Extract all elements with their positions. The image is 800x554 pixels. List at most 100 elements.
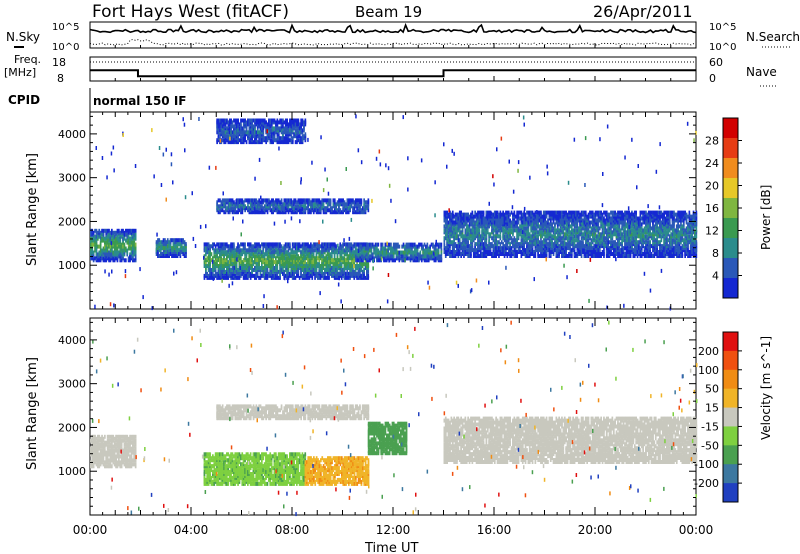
range-gate-cell xyxy=(524,248,527,253)
range-gate-cell xyxy=(443,236,446,241)
range-gate-cell xyxy=(521,252,524,256)
range-gate-cell xyxy=(449,248,451,253)
range-gate-cell xyxy=(305,242,308,247)
range-gate-cell xyxy=(500,226,503,231)
range-gate-cell xyxy=(272,268,274,272)
range-gate-cell xyxy=(531,250,534,254)
range-gate-cell xyxy=(430,242,433,247)
range-gate-cell xyxy=(275,273,277,278)
range-gate-cell xyxy=(538,210,541,215)
range-gate-cell xyxy=(381,250,384,255)
nave-label: Nave xyxy=(746,65,777,79)
range-gate-cell xyxy=(294,204,297,209)
range-gate-cell xyxy=(319,273,322,278)
range-gate-cell xyxy=(520,234,523,239)
range-gate-cell xyxy=(371,242,374,247)
range-gate-cell xyxy=(454,226,457,231)
range-gate-cell xyxy=(549,246,552,251)
range-gate-cell xyxy=(242,128,245,133)
range-gate-cell xyxy=(552,230,555,235)
range-gate-cell xyxy=(244,252,246,257)
range-gate-cell xyxy=(258,130,260,135)
range-gate-cell xyxy=(294,122,297,127)
range-gate-cell xyxy=(132,228,134,233)
range-gate-cell xyxy=(298,198,301,203)
range-gate-cell xyxy=(203,246,206,251)
range-gate-cell xyxy=(105,240,108,245)
range-gate-cell xyxy=(223,246,225,251)
range-gate-cell xyxy=(468,232,471,237)
range-gate-cell xyxy=(255,130,258,135)
range-gate-cell xyxy=(343,252,346,257)
range-gate-cell xyxy=(465,244,468,249)
range-gate-cell xyxy=(541,224,544,229)
range-gate-cell xyxy=(237,254,239,259)
range-gate-cell xyxy=(130,228,133,233)
range-gate-cell xyxy=(251,252,253,257)
range-gate-cell xyxy=(230,242,232,247)
range-gate-cell xyxy=(339,208,342,213)
range-gate-cell xyxy=(283,120,286,125)
range-gate-cell xyxy=(297,242,300,247)
range-gate-cell xyxy=(395,242,398,247)
range-gate-cell xyxy=(307,275,309,280)
range-gate-cell xyxy=(366,264,368,268)
range-gate-cell xyxy=(380,242,382,247)
range-gate-cell xyxy=(468,214,471,219)
range-gate-cell xyxy=(472,214,475,219)
range-gate-cell xyxy=(346,206,349,211)
range-gate-cell xyxy=(241,118,244,123)
range-gate-cell xyxy=(248,136,251,141)
range-gate-cell xyxy=(112,256,115,261)
range-gate-cell xyxy=(283,202,286,207)
range-gate-cell xyxy=(333,252,336,257)
range-gate-cell xyxy=(270,269,273,274)
range-gate-cell xyxy=(481,224,483,229)
range-gate-cell xyxy=(112,240,115,245)
range-gate-cell xyxy=(94,244,96,249)
range-gate-cell xyxy=(395,252,398,257)
range-gate-cell xyxy=(244,273,246,278)
range-gate-cell xyxy=(206,246,209,251)
range-gate-cell xyxy=(178,248,180,253)
range-gate-cell xyxy=(544,250,546,254)
range-gate-cell xyxy=(499,252,502,256)
range-gate-cell xyxy=(297,126,300,131)
range-gate-cell xyxy=(322,258,325,263)
range-gate-cell xyxy=(111,238,113,243)
range-gate-cell xyxy=(234,264,237,268)
range-gate-cell xyxy=(477,220,479,225)
range-gate-cell xyxy=(548,210,551,215)
range-gate-cell xyxy=(328,246,330,251)
range-gate-cell xyxy=(453,248,455,253)
range-gate-cell xyxy=(540,240,542,245)
range-gate-cell xyxy=(92,238,95,243)
range-gate-cell xyxy=(356,242,359,247)
range-gate-cell xyxy=(206,271,209,276)
range-gate-cell xyxy=(276,242,279,247)
range-gate-cell xyxy=(542,218,545,223)
range-gate-cell xyxy=(364,204,367,209)
range-gate-cell xyxy=(90,252,92,257)
range-gate-cell xyxy=(127,228,130,233)
range-gate-cell xyxy=(328,275,330,280)
range-gate-cell xyxy=(440,256,443,261)
range-gate-cell xyxy=(558,228,560,233)
range-gate-cell xyxy=(523,226,525,231)
range-gate-cell xyxy=(228,273,231,278)
range-gate-cell xyxy=(294,275,297,280)
range-gate-cell xyxy=(329,268,332,272)
range-gate-cell xyxy=(554,228,556,233)
range-gate-cell xyxy=(251,198,253,203)
range-gate-cell xyxy=(230,252,232,257)
range-gate-cell xyxy=(214,266,217,270)
range-gate-cell xyxy=(311,254,314,259)
range-gate-cell xyxy=(355,250,357,255)
range-gate-cell xyxy=(113,250,116,255)
range-gate-cell xyxy=(315,258,318,263)
range-gate-cell xyxy=(551,216,553,221)
range-gate-cell xyxy=(510,220,513,225)
range-gate-cell xyxy=(125,238,127,243)
freq-tick-18: 18 xyxy=(52,56,66,69)
range-gate-cell xyxy=(259,210,262,215)
